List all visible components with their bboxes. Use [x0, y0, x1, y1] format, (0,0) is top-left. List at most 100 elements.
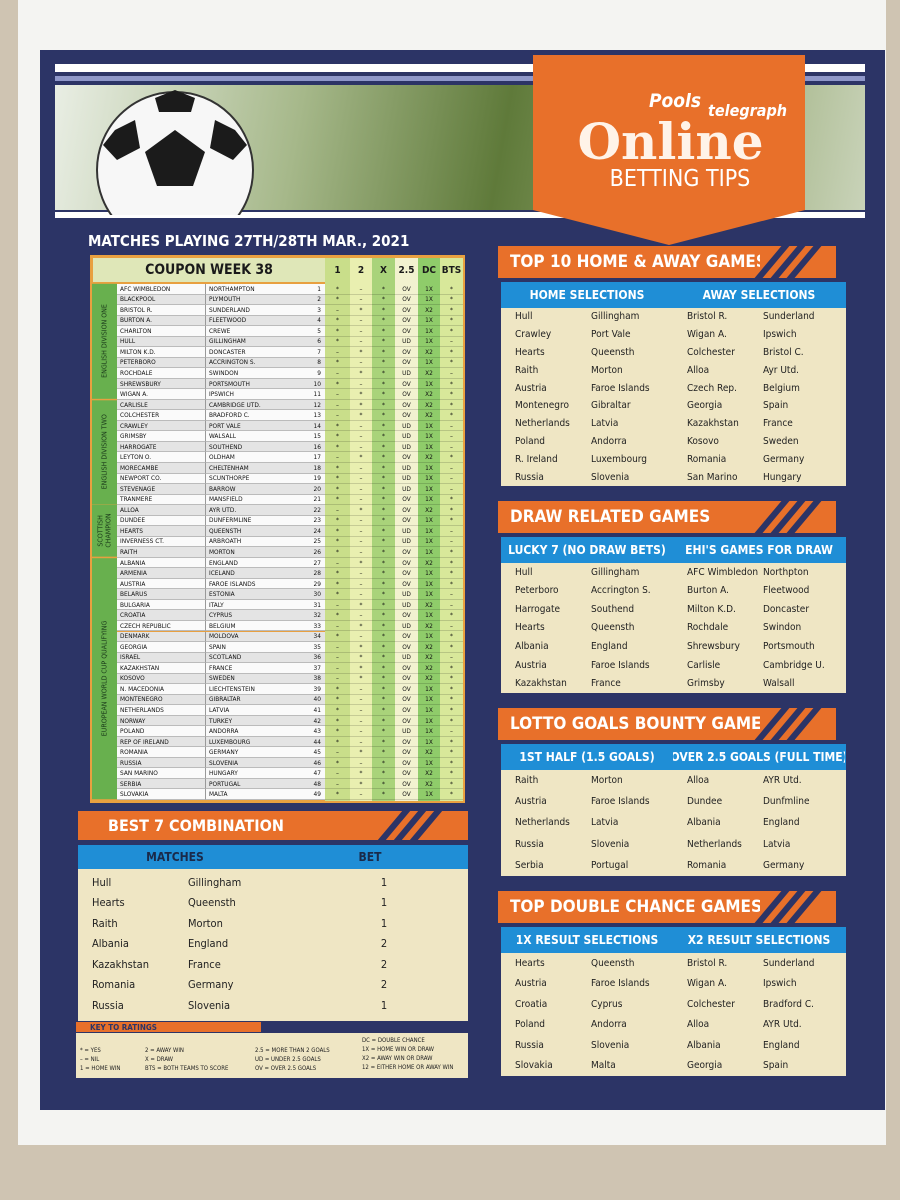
home-team: HULL — [117, 336, 205, 348]
away-team: FRANCE — [205, 663, 300, 674]
pick: 1X — [418, 726, 440, 737]
pick: 1X — [418, 737, 440, 748]
away-team: Ipswich — [763, 329, 797, 341]
away-team: Ayr Utd. — [763, 364, 800, 376]
pick: UD — [395, 537, 418, 548]
pick: X2 — [418, 505, 440, 516]
pick: 1X — [418, 789, 440, 800]
pick: * — [440, 684, 463, 695]
match-number: 23 — [300, 515, 325, 527]
away-team: DONCASTER — [205, 347, 300, 358]
pick: – — [350, 495, 372, 506]
pick: – — [440, 537, 463, 548]
pick: – — [350, 547, 372, 558]
home-team: Rochdale — [687, 622, 729, 634]
pick: OV — [395, 547, 418, 558]
pick: – — [440, 337, 463, 348]
home-team: Milton K.D. — [687, 603, 736, 615]
pick: * — [372, 505, 395, 516]
home-team: ARMENIA — [117, 568, 205, 579]
pick: * — [372, 737, 395, 748]
pick: * — [372, 589, 395, 600]
home-team: RUSSIA — [117, 757, 205, 769]
pick: – — [325, 347, 350, 358]
home-team: GEORGIA — [117, 642, 205, 653]
away-team: PORTUGAL — [205, 778, 300, 790]
pick: OV — [395, 716, 418, 727]
home-team: Burton A. — [687, 585, 729, 597]
home-team: Romania — [687, 453, 727, 465]
column-bg — [350, 258, 372, 801]
home-team: Hearts — [92, 896, 125, 909]
match-number: 21 — [300, 494, 325, 506]
pick: 1X — [418, 705, 440, 716]
home-team: NETHERLANDS — [117, 705, 205, 716]
pick: * — [440, 316, 463, 327]
away-team: SPAIN — [205, 642, 300, 653]
home-team: Georgia — [687, 1060, 723, 1072]
pick: UD — [395, 474, 418, 485]
pick: UD — [395, 442, 418, 453]
key-item: X2 = AWAY WIN OR DRAW — [362, 1055, 433, 1062]
pick: OV — [395, 705, 418, 716]
pick: X2 — [418, 410, 440, 421]
pick: 1X — [418, 537, 440, 548]
brand-top: Pools — [648, 90, 702, 112]
home-team: HARROGATE — [117, 441, 205, 453]
pick: – — [350, 789, 372, 800]
pick: * — [325, 737, 350, 748]
match-number: 45 — [300, 747, 325, 758]
pick: 1X — [418, 758, 440, 769]
away-team: CHELTENHAM — [205, 463, 300, 474]
pick: * — [440, 389, 463, 400]
pick: * — [350, 505, 372, 516]
away-team: SCUNTHORPE — [205, 473, 300, 485]
stripe — [55, 76, 865, 81]
match-number: 9 — [300, 368, 325, 379]
key-item: 2.5 = MORE THAN 2 GOALS — [255, 1047, 330, 1054]
pick: – — [440, 589, 463, 600]
pick: * — [372, 337, 395, 348]
home-team: Kazakhstan — [515, 678, 567, 690]
pick: UD — [395, 600, 418, 611]
column-heading: X2 RESULT SELECTIONS — [687, 933, 831, 947]
home-team: Russia — [515, 471, 544, 483]
home-team: Albania — [687, 1039, 721, 1051]
pick: * — [350, 621, 372, 632]
column-heading: HOME SELECTIONS — [529, 288, 645, 302]
pick: – — [325, 505, 350, 516]
pick: – — [440, 463, 463, 474]
coupon-title: COUPON WEEK 38 — [93, 258, 325, 282]
away-team: Morton — [591, 364, 623, 376]
pick: UD — [395, 337, 418, 348]
key-item: – = NIL — [80, 1056, 100, 1063]
pick: * — [440, 516, 463, 527]
panel-subheader — [501, 927, 846, 953]
pick: – — [325, 663, 350, 674]
pick: – — [350, 726, 372, 737]
pick: * — [440, 642, 463, 653]
home-team: KOSOVO — [117, 673, 205, 685]
pick: * — [325, 726, 350, 737]
pick: X2 — [418, 674, 440, 685]
home-team: Hull — [92, 875, 112, 889]
away-team: France — [188, 957, 221, 971]
pick: * — [325, 463, 350, 474]
away-team: SCOTLAND — [205, 652, 300, 664]
pick: * — [325, 516, 350, 527]
pick: X2 — [418, 400, 440, 411]
away-team: France — [763, 418, 793, 430]
column-heading: BET — [358, 850, 382, 864]
away-team: GILLINGHAM — [205, 336, 300, 348]
pick: * — [350, 674, 372, 685]
pick: X2 — [418, 305, 440, 316]
away-team: France — [591, 678, 621, 690]
away-team: BARROW — [205, 484, 300, 495]
home-team: Peterboro — [515, 585, 559, 597]
column-bg — [325, 258, 350, 801]
key-item: DC = DOUBLE CHANCE — [362, 1037, 425, 1044]
home-team: Czech Rep. — [687, 382, 737, 394]
pick: * — [325, 758, 350, 769]
pick: OV — [395, 674, 418, 685]
away-team: Accrington S. — [591, 585, 651, 597]
